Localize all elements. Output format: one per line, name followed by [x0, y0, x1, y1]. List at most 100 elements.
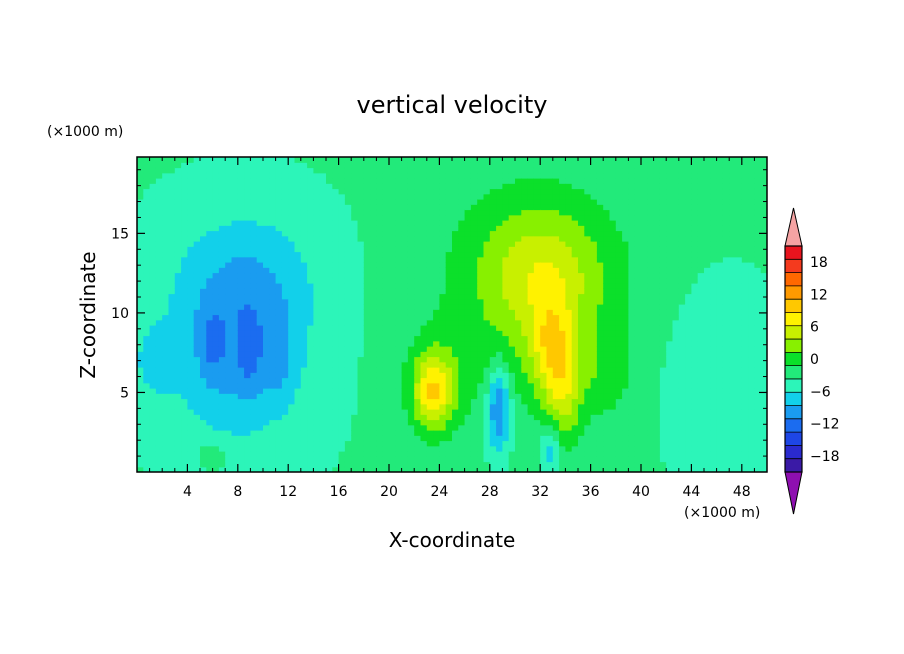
field-cell [256, 451, 264, 457]
field-cell [200, 293, 207, 300]
field-cell [174, 456, 182, 463]
field-cell [300, 393, 308, 400]
field-cell [483, 188, 491, 195]
field-cell [634, 361, 642, 368]
field-cell [143, 314, 151, 321]
field-cell [590, 367, 598, 373]
field-cell [540, 403, 548, 410]
field-cell [212, 193, 220, 200]
field-cell [137, 414, 144, 421]
field-cell [571, 162, 579, 169]
field-cell [250, 377, 258, 384]
field-cell [615, 409, 623, 415]
field-cell [307, 262, 314, 268]
field-cell [231, 430, 239, 436]
field-cell [143, 272, 151, 279]
field-cell [256, 199, 264, 205]
field-cell [382, 430, 390, 436]
field-cell [420, 178, 428, 184]
field-cell [641, 335, 648, 342]
field-cell [641, 435, 648, 442]
field-cell [174, 340, 182, 347]
field-cell [489, 262, 497, 268]
field-cell [281, 199, 289, 205]
field-cell [300, 409, 308, 415]
field-cell [659, 419, 667, 426]
field-cell [376, 319, 384, 326]
field-cell [326, 309, 333, 316]
field-cell [326, 372, 333, 379]
field-cell [653, 440, 661, 447]
field-cell [206, 393, 214, 400]
field-cell [244, 157, 251, 163]
field-cell [300, 335, 308, 342]
field-cell [357, 267, 365, 274]
field-cell [401, 251, 409, 258]
field-cell [521, 340, 529, 347]
field-cell [357, 367, 365, 373]
field-cell [622, 188, 629, 195]
field-cell [439, 403, 447, 410]
field-cell [628, 162, 636, 169]
field-cell [382, 246, 390, 253]
field-cell [332, 435, 340, 442]
field-cell [615, 283, 623, 289]
field-cell [376, 372, 384, 379]
field-cell [200, 351, 207, 358]
field-cell [439, 314, 447, 321]
field-cell [533, 382, 541, 389]
field-cell [634, 262, 642, 268]
field-cell [269, 193, 277, 200]
field-cell [212, 256, 220, 263]
field-cell [647, 298, 655, 305]
field-cell [395, 319, 403, 326]
field-cell [206, 288, 214, 295]
field-cell [433, 230, 440, 237]
field-cell [370, 409, 377, 415]
field-cell [382, 204, 390, 211]
field-cell [218, 382, 226, 389]
field-cell [414, 214, 422, 221]
field-cell [155, 204, 163, 211]
field-cell [288, 178, 296, 184]
field-cell [206, 183, 214, 190]
field-cell [338, 445, 346, 452]
field-cell [477, 183, 485, 190]
field-cell [212, 388, 220, 394]
field-cell [137, 157, 144, 163]
field-cell [622, 251, 629, 258]
field-cell [489, 377, 497, 384]
field-cell [603, 435, 611, 442]
field-cell [174, 435, 182, 442]
field-cell [521, 183, 529, 190]
field-cell [452, 172, 459, 179]
field-cell [578, 414, 585, 421]
field-cell [533, 267, 541, 274]
field-cell [357, 193, 365, 200]
field-cell [351, 335, 359, 342]
field-cell [382, 356, 390, 363]
field-cell [458, 414, 466, 421]
field-cell [603, 335, 611, 342]
field-cell [433, 157, 440, 163]
field-cell [546, 335, 554, 342]
field-cell [344, 304, 352, 310]
field-cell [533, 419, 541, 426]
field-cell [470, 361, 478, 368]
field-cell [269, 204, 277, 211]
field-cell [319, 241, 327, 247]
field-cell [162, 340, 170, 347]
field-cell [389, 188, 396, 195]
field-cell [515, 209, 522, 216]
field-cell [622, 167, 629, 174]
field-cell [458, 451, 466, 457]
field-cell [565, 246, 573, 253]
field-cell [628, 214, 636, 221]
field-cell [275, 298, 283, 305]
field-cell [615, 251, 623, 258]
field-cell [269, 451, 277, 457]
field-cell [395, 367, 403, 373]
field-cell [445, 435, 453, 442]
field-cell [162, 304, 170, 310]
field-cell [407, 199, 415, 205]
